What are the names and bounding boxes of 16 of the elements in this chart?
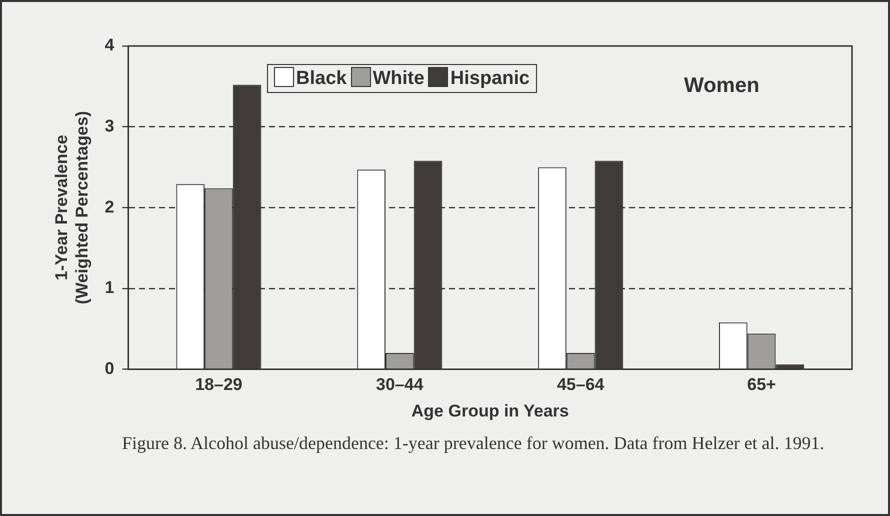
x-tick-label: 65+ (747, 375, 776, 394)
legend-label: Black (295, 67, 347, 90)
annotation: Women (684, 74, 760, 97)
x-tick-label: 30–44 (376, 375, 424, 394)
y-tick-label: 0 (104, 358, 114, 378)
y-tick-label: 1 (104, 278, 114, 298)
y-axis-title: 1-Year Prevalence (Weighted Percentages) (52, 110, 92, 304)
x-axis-title: Age Group in Years (411, 401, 569, 420)
legend-label: Hispanic (449, 67, 530, 90)
x-tick-label: 45–64 (556, 375, 605, 394)
y-tick-label: 4 (104, 36, 115, 55)
x-tick-label: 18–29 (195, 375, 242, 394)
legend-label: White (372, 67, 424, 90)
y-tick-label: 2 (104, 197, 114, 216)
caption: Figure 8. Alcohol abuse/dependence: 1-year prevalence for women. Data from Helzer et al. 1991. (122, 432, 826, 455)
y-tick-label: 3 (104, 116, 114, 136)
